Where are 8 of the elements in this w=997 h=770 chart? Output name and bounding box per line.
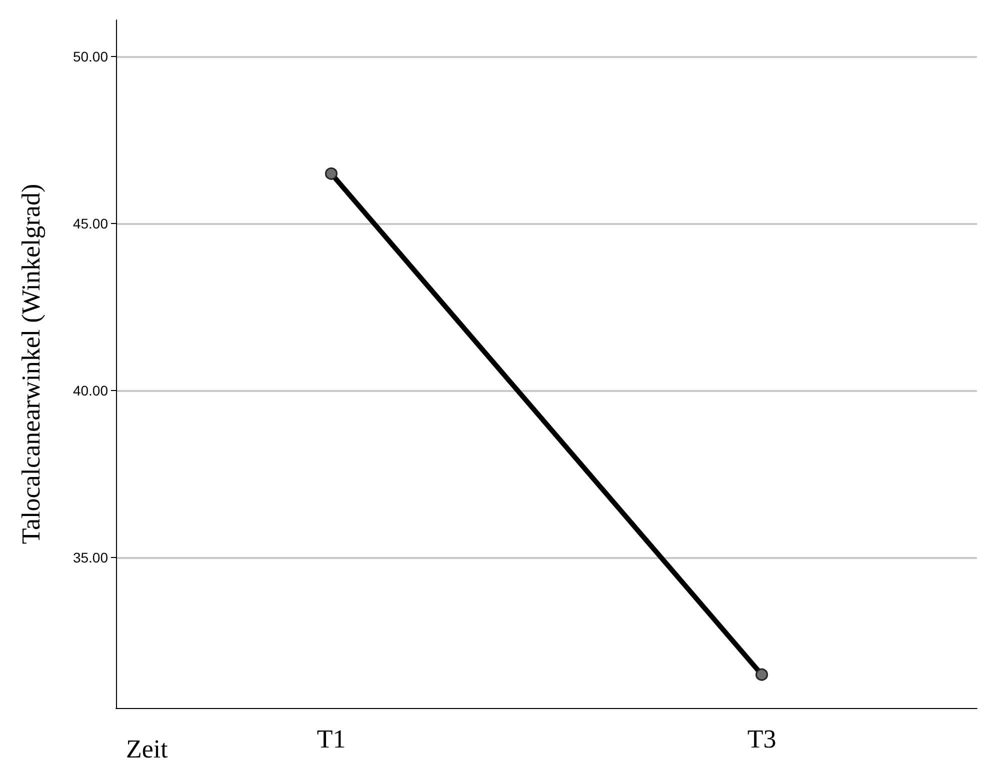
- x-tick-label: T1: [316, 724, 346, 754]
- x-axis-title: Zeit: [126, 734, 169, 764]
- y-tick-label: 50.00: [72, 48, 108, 65]
- y-tick-label: 45.00: [72, 216, 108, 232]
- y-axis-title: Talocalcanearwinkel (Winkelgrad): [16, 184, 46, 544]
- y-tick-label: 35.00: [72, 550, 108, 566]
- x-tick-label: T3: [747, 724, 776, 754]
- y-tick-label: 40.00: [72, 382, 108, 399]
